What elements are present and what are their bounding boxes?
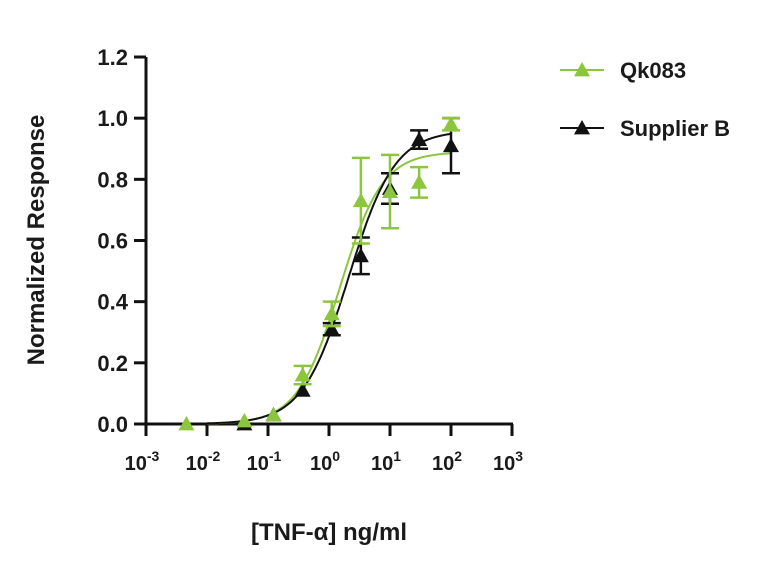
y-tick-label: 0.4 <box>97 290 128 315</box>
legend-label: Qk083 <box>620 58 686 83</box>
y-tick-label: 1.0 <box>97 106 128 131</box>
data-point-series-0 <box>352 192 369 208</box>
data-point-series-1 <box>443 137 459 153</box>
fit-curves <box>206 132 452 425</box>
data-point-series-0 <box>443 116 459 131</box>
x-tick-label: 10-3 <box>125 448 160 475</box>
y-tick-label: 0.8 <box>97 167 128 192</box>
data-point-series-0 <box>265 406 282 422</box>
axes: 10-3 10-2 10-1 100 101 102 103 0.0 0.2 0.4 0.6 0.8 1… <box>97 45 523 475</box>
fit-curve-1 <box>206 132 452 425</box>
data-point-series-1 <box>352 247 369 263</box>
data-point-series-0 <box>411 174 428 189</box>
data-points <box>178 116 460 431</box>
data-point-series-0 <box>323 305 340 321</box>
data-point-series-0 <box>178 416 195 431</box>
x-tick-label: 101 <box>371 448 401 475</box>
y-tick-label: 0.2 <box>97 351 128 376</box>
data-point-series-0 <box>294 367 311 382</box>
legend-triangle-icon <box>574 62 590 77</box>
data-point-series-0 <box>382 183 398 198</box>
x-tick-label: 103 <box>493 448 523 475</box>
data-point-series-1 <box>294 382 311 397</box>
x-axis-label: [TNF-α] ng/ml <box>251 519 407 546</box>
x-tick-label: 10-2 <box>186 448 221 475</box>
data-point-series-0 <box>236 412 253 428</box>
y-tick-label: 1.2 <box>97 45 128 70</box>
x-tick-label: 10-1 <box>247 448 282 475</box>
legend-triangle-icon <box>574 120 590 135</box>
data-point-series-1 <box>411 131 428 146</box>
legend-label: Supplier B <box>620 116 730 141</box>
y-axis-label: Normalized Response <box>23 115 50 366</box>
y-tick-label: 0.0 <box>97 412 128 437</box>
x-tick-label: 102 <box>432 448 462 475</box>
data-point-series-1 <box>323 321 340 336</box>
y-tick-label: 0.6 <box>97 229 128 254</box>
fit-curve-0 <box>207 152 452 425</box>
legend: Qk083 Supplier B <box>560 58 730 141</box>
x-tick-label: 100 <box>310 448 340 475</box>
